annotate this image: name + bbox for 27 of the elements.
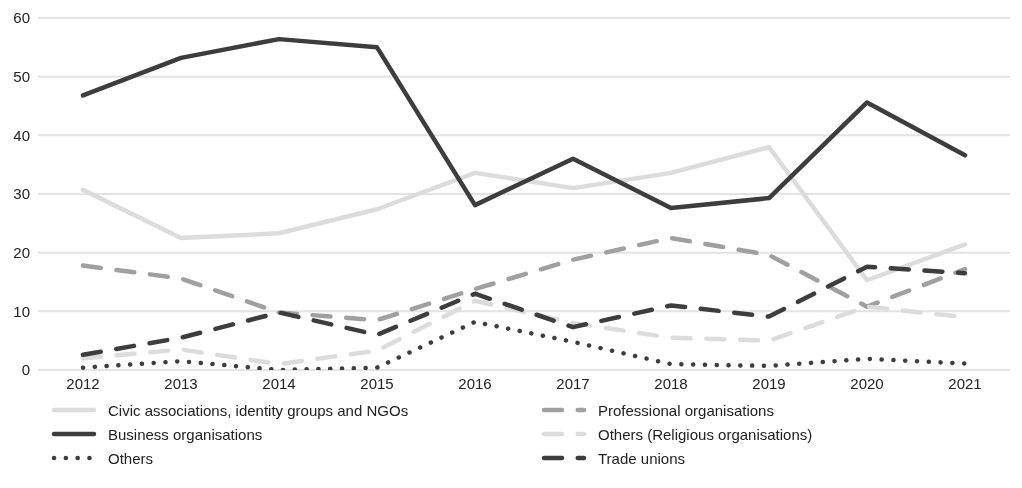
legend-label: Trade unions (598, 449, 685, 467)
x-tick-label: 2015 (360, 374, 394, 392)
line-series (80, 319, 968, 370)
y-tick-label: 40 (13, 126, 30, 144)
x-tick-label: 2018 (654, 374, 688, 392)
x-tick-label: 2012 (66, 374, 100, 392)
legend-label: Civic associations, identity groups and NGOs (108, 401, 409, 419)
x-tick-label: 2019 (752, 374, 786, 392)
y-tick-label: 10 (13, 302, 30, 320)
legend-label: Professional organisations (598, 401, 774, 419)
y-tick-label: 0 (21, 361, 30, 379)
x-tick-label: 2013 (164, 374, 198, 392)
line-series (80, 36, 968, 211)
x-tick-label: 2016 (458, 374, 492, 392)
line-series (80, 264, 968, 357)
legend-label: Others (108, 449, 154, 467)
x-tick-label: 2014 (262, 374, 296, 392)
y-tick-label: 50 (13, 67, 30, 85)
x-tick-label: 2021 (948, 374, 982, 392)
x-tick-label: 2020 (850, 374, 884, 392)
legend-label: Others (Religious organisations) (598, 425, 813, 443)
y-tick-label: 60 (13, 9, 30, 27)
legend-label: Business organisations (108, 425, 263, 443)
y-tick-label: 20 (13, 243, 30, 261)
x-tick-label: 2017 (556, 374, 590, 392)
line-series (80, 235, 968, 323)
y-tick-label: 30 (13, 185, 30, 203)
